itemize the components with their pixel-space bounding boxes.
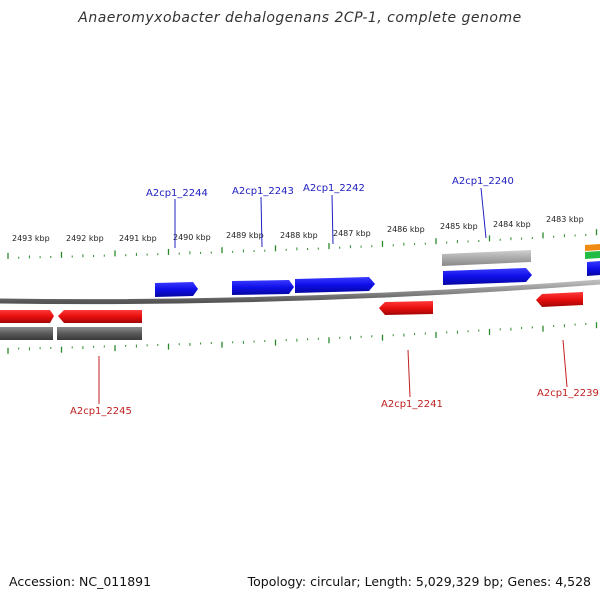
gray-feature-bar[interactable] xyxy=(57,327,142,340)
genome-backbone xyxy=(0,279,600,305)
kbp-label: 2492 kbp xyxy=(66,234,104,243)
kbp-label: 2486 kbp xyxy=(387,225,425,234)
outer-tick-scale xyxy=(7,229,598,259)
gene-label-reverse[interactable]: A2cp1_2245 xyxy=(70,406,132,417)
gene-leader-line xyxy=(562,339,568,388)
reverse-gene-arrow[interactable] xyxy=(58,310,142,323)
reverse-gene-arrow[interactable] xyxy=(379,301,433,315)
gene-label-forward[interactable]: A2cp1_2242 xyxy=(303,183,365,194)
orange-feature-bar[interactable] xyxy=(585,244,600,251)
kbp-label: 2483 kbp xyxy=(546,215,584,224)
kbp-label: 2487 kbp xyxy=(333,229,371,238)
gray-feature-bar[interactable] xyxy=(442,250,531,266)
gene-label-reverse[interactable]: A2cp1_2241 xyxy=(381,399,443,410)
gene-labels: A2cp1_2244 A2cp1_2243 A2cp1_2242 A2cp1_2… xyxy=(70,176,599,417)
genome-summary-text: Topology: circular; Length: 5,029,329 bp… xyxy=(247,574,591,589)
forward-strand-track xyxy=(155,244,600,297)
forward-gene-arrow[interactable] xyxy=(295,277,375,293)
kbp-label: 2490 kbp xyxy=(173,233,211,242)
reverse-strand-track xyxy=(0,292,583,340)
gene-label-forward[interactable]: A2cp1_2240 xyxy=(452,176,514,187)
gene-label-forward[interactable]: A2cp1_2244 xyxy=(146,188,208,199)
kbp-label: 2489 kbp xyxy=(226,231,264,240)
inner-tick-scale xyxy=(7,322,598,354)
kbp-labels: 2493 kbp 2492 kbp 2491 kbp 2490 kbp 2489… xyxy=(12,215,584,243)
reverse-gene-arrow[interactable] xyxy=(0,310,54,323)
gene-label-reverse[interactable]: A2cp1_2239 xyxy=(537,388,599,399)
gene-leader-line xyxy=(331,194,334,245)
gene-leader-line xyxy=(260,196,263,248)
kbp-label: 2484 kbp xyxy=(493,220,531,229)
forward-gene-arrow[interactable] xyxy=(232,280,294,295)
accession-text: Accession: NC_011891 xyxy=(9,574,152,589)
kbp-label: 2488 kbp xyxy=(280,231,318,240)
genome-title: Anaeromyxobacter dehalogenans 2CP-1, com… xyxy=(78,10,522,26)
kbp-label: 2493 kbp xyxy=(12,234,50,243)
gene-label-forward[interactable]: A2cp1_2243 xyxy=(232,186,294,197)
forward-gene-arrow[interactable] xyxy=(155,282,198,297)
kbp-label: 2491 kbp xyxy=(119,234,157,243)
gene-leader-line xyxy=(407,349,411,398)
green-feature-bar[interactable] xyxy=(585,251,600,259)
gray-feature-bar[interactable] xyxy=(0,327,53,340)
gene-leader-line xyxy=(480,187,487,239)
forward-gene-arrow[interactable] xyxy=(587,261,600,276)
kbp-label: 2485 kbp xyxy=(440,222,478,231)
reverse-gene-arrow[interactable] xyxy=(536,292,583,307)
forward-gene-arrow[interactable] xyxy=(443,268,532,285)
